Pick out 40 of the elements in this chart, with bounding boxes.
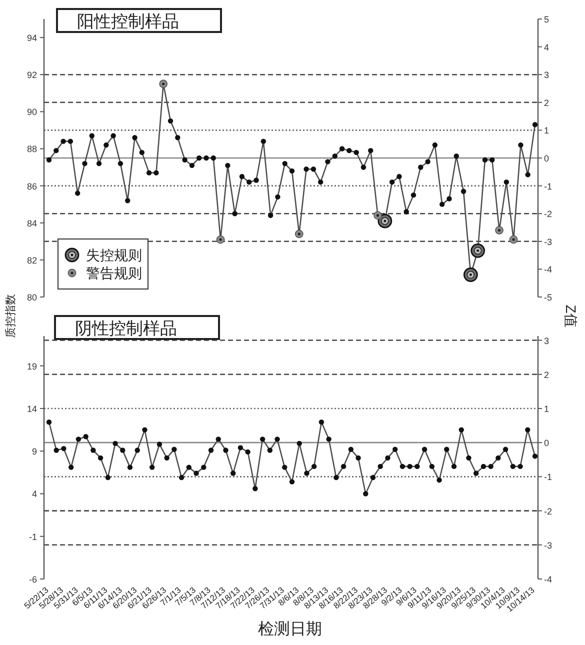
legend-label: 警告规则 — [86, 265, 142, 281]
y2-tick-label: -4 — [544, 264, 552, 275]
y2-tick-label: 0 — [544, 438, 550, 448]
y2-tick-label: -2 — [544, 506, 552, 516]
y-tick-label: 94 — [26, 33, 37, 44]
legend-label: 失控规则 — [86, 247, 142, 263]
y2-tick-label: 0 — [544, 154, 550, 164]
y-tick-label: 19 — [26, 361, 37, 372]
y2-tick-label: -5 — [544, 292, 552, 302]
y-tick-label: 4 — [32, 489, 37, 500]
y2-tick-label: -2 — [544, 209, 552, 220]
y2-tick-label: 1 — [544, 404, 550, 414]
y2-tick-label: 3 — [544, 336, 550, 346]
y2-tick-label: 3 — [544, 70, 550, 80]
chart-title: 阳性控制样品 — [77, 12, 179, 31]
y-tick-label: 80 — [26, 292, 37, 302]
y-tick-label: 82 — [26, 255, 37, 266]
y2-tick-label: -3 — [544, 540, 552, 550]
y-axis-title: 质控指数 — [4, 294, 17, 338]
chart-title: 阴性控制样品 — [75, 319, 177, 338]
y-tick-label: 86 — [26, 181, 37, 192]
y2-tick-label: 2 — [544, 98, 550, 108]
y2-tick-label: 4 — [544, 42, 550, 52]
y-tick-label: 92 — [26, 70, 37, 80]
y2-tick-label: 5 — [544, 14, 550, 24]
y2-tick-label: 2 — [544, 370, 550, 380]
y-tick-label: -1 — [28, 532, 37, 542]
y2-axis-title: Z值 — [563, 304, 579, 328]
x-axis-title: 检测日期 — [258, 620, 322, 638]
y-tick-label: 90 — [26, 107, 37, 118]
y2-tick-label: 1 — [544, 126, 550, 136]
y2-tick-label: -4 — [544, 574, 552, 584]
y2-tick-label: -3 — [544, 236, 552, 247]
y-tick-label: 88 — [26, 144, 37, 154]
y2-tick-label: -1 — [544, 181, 552, 192]
y-tick-label: -6 — [28, 574, 37, 584]
y-tick-label: 9 — [32, 446, 37, 457]
y-tick-label: 84 — [26, 218, 37, 228]
y-tick-label: 14 — [26, 404, 37, 414]
y2-tick-label: -1 — [544, 472, 552, 482]
